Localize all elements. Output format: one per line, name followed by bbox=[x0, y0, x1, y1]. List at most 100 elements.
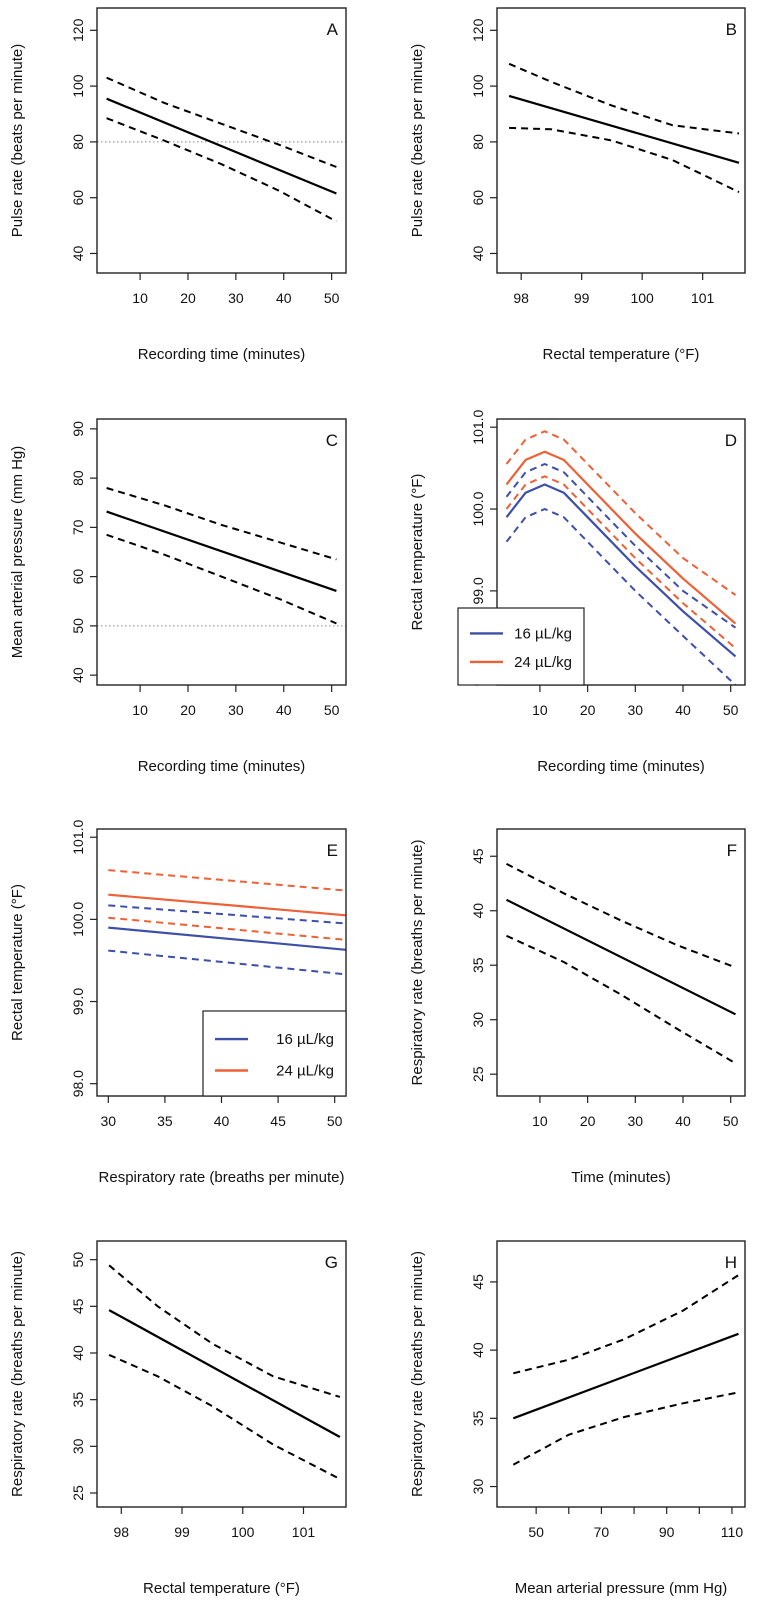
y-tick-label: 45 bbox=[470, 1274, 486, 1290]
plot-frame bbox=[496, 418, 746, 686]
y-tick-label: 45 bbox=[470, 848, 486, 864]
series-line-upper-1 bbox=[108, 904, 346, 925]
panel-b: 98 99 100 101 40 60 80 100 120 Rectal temperature… bbox=[409, 7, 746, 363]
x-tick-label: 50 bbox=[324, 702, 340, 718]
y-tick-label: 80 bbox=[70, 470, 86, 486]
series-line-fit-0 bbox=[505, 483, 737, 658]
y-tick-label: 40 bbox=[70, 1345, 86, 1361]
series-line-lower-2 bbox=[108, 949, 346, 976]
y-tick-label: 50 bbox=[70, 1252, 86, 1268]
panel-c: 10 20 30 40 50 40 50 60 70 80 90 Recording time (mi… bbox=[9, 418, 347, 775]
x-tick-label: 40 bbox=[675, 702, 691, 718]
y-tick-label: 90 bbox=[70, 421, 86, 437]
y-tick-label: 100.0 bbox=[470, 491, 486, 526]
legend-label: 24 µL/kg bbox=[276, 1063, 334, 1080]
series-line-upper-4 bbox=[108, 869, 346, 892]
plot-frame bbox=[496, 828, 746, 1097]
panel-letter: C bbox=[326, 431, 338, 450]
series-line-fit-3 bbox=[505, 450, 737, 625]
panel-g: 98 99 100 101 25 30 35 40 45 50 Rectal temperature… bbox=[9, 1240, 347, 1597]
series-line-upper-1 bbox=[508, 62, 740, 135]
y-axis-label: Pulse rate (beats per minute) bbox=[9, 44, 26, 237]
x-tick-label: 98 bbox=[513, 290, 529, 306]
series-line-fit-0 bbox=[106, 97, 337, 195]
y-tick-label: 40 bbox=[470, 1342, 486, 1358]
legend: 16 µL/kg 24 µL/kg bbox=[202, 1010, 347, 1097]
panel-letter: F bbox=[727, 841, 737, 860]
x-tick-label: 70 bbox=[594, 1524, 610, 1540]
series-line-upper-1 bbox=[505, 463, 737, 629]
x-tick-label: 50 bbox=[327, 1113, 343, 1129]
x-axis-label: Recording time (minutes) bbox=[537, 758, 705, 775]
y-tick-label: 60 bbox=[70, 190, 86, 206]
series-group bbox=[106, 487, 337, 625]
x-axis-label: Rectal temperature (°F) bbox=[143, 1580, 300, 1597]
x-tick-label: 50 bbox=[723, 1113, 739, 1129]
x-tick-label: 99 bbox=[574, 290, 590, 306]
series-line-lower-2 bbox=[505, 508, 737, 685]
x-tick-label: 110 bbox=[721, 1524, 744, 1540]
series-line-upper-1 bbox=[506, 863, 736, 969]
panel-a: 10 20 30 40 50 40 60 80 100 120 Recording time (mi… bbox=[9, 7, 347, 363]
series-line-lower-5 bbox=[505, 475, 737, 649]
y-tick-label: 101.0 bbox=[70, 819, 86, 854]
y-tick-label: 120 bbox=[70, 18, 86, 42]
plot-frame bbox=[496, 7, 746, 274]
panel-letter: D bbox=[725, 431, 737, 450]
panel-letter: E bbox=[327, 841, 338, 860]
legend-box bbox=[457, 607, 585, 686]
legend-label: 16 µL/kg bbox=[514, 625, 572, 642]
series-line-fit-0 bbox=[508, 94, 740, 164]
x-axis-label: Time (minutes) bbox=[571, 1169, 670, 1186]
panel-f: 10 20 30 40 50 25 30 35 40 45 Time (minutes) Respir… bbox=[409, 828, 746, 1186]
x-tick-label: 10 bbox=[532, 1113, 548, 1129]
x-tick-label: 45 bbox=[270, 1113, 286, 1129]
y-tick-label: 45 bbox=[70, 1298, 86, 1314]
y-axis-label: Rectal temperature (°F) bbox=[9, 884, 26, 1041]
x-tick-label: 40 bbox=[675, 1113, 691, 1129]
series-group bbox=[506, 863, 737, 1065]
x-tick-label: 90 bbox=[659, 1524, 675, 1540]
y-tick-label: 98.0 bbox=[70, 1070, 86, 1097]
y-tick-label: 70 bbox=[70, 519, 86, 535]
y-axis-label: Mean arterial pressure (mm Hg) bbox=[9, 446, 26, 659]
y-tick-label: 80 bbox=[470, 134, 486, 150]
series-group bbox=[108, 1264, 341, 1480]
series-line-upper-4 bbox=[505, 430, 737, 596]
x-tick-label: 10 bbox=[532, 702, 548, 718]
y-tick-label: 100 bbox=[70, 74, 86, 98]
y-axis-label: Respiratory rate (breaths per minute) bbox=[9, 1251, 26, 1497]
x-tick-label: 20 bbox=[180, 290, 196, 306]
x-tick-label: 101 bbox=[292, 1524, 316, 1540]
series-line-upper-1 bbox=[106, 487, 337, 561]
series-line-fit-0 bbox=[512, 1332, 739, 1420]
x-tick-label: 40 bbox=[276, 702, 292, 718]
y-tick-label: 35 bbox=[470, 1410, 486, 1426]
x-tick-label: 100 bbox=[630, 290, 654, 306]
x-tick-label: 30 bbox=[228, 290, 244, 306]
x-tick-label: 30 bbox=[628, 702, 644, 718]
series-line-lower-2 bbox=[506, 934, 737, 1065]
y-tick-label: 25 bbox=[470, 1066, 486, 1082]
series-line-fit-0 bbox=[506, 898, 736, 1016]
series-line-upper-1 bbox=[513, 1274, 740, 1375]
panel-letter: H bbox=[725, 1253, 737, 1272]
y-tick-label: 35 bbox=[70, 1392, 86, 1408]
x-tick-label: 101 bbox=[691, 290, 715, 306]
x-tick-label: 50 bbox=[528, 1524, 544, 1540]
x-tick-label: 50 bbox=[324, 290, 340, 306]
series-line-upper-1 bbox=[106, 76, 337, 168]
x-axis-label: Respiratory rate (breaths per minute) bbox=[99, 1169, 345, 1186]
y-axis-label: Respiratory rate (breaths per minute) bbox=[409, 840, 426, 1086]
series-line-fit-3 bbox=[108, 893, 346, 917]
x-tick-label: 99 bbox=[174, 1524, 190, 1540]
plot-frame bbox=[96, 418, 347, 686]
series-line-lower-2 bbox=[512, 1391, 739, 1466]
y-tick-label: 40 bbox=[470, 903, 486, 919]
series-line-lower-2 bbox=[106, 533, 337, 625]
y-tick-label: 99.0 bbox=[70, 988, 86, 1015]
legend-label: 16 µL/kg bbox=[276, 1031, 334, 1048]
x-tick-label: 30 bbox=[228, 702, 244, 718]
